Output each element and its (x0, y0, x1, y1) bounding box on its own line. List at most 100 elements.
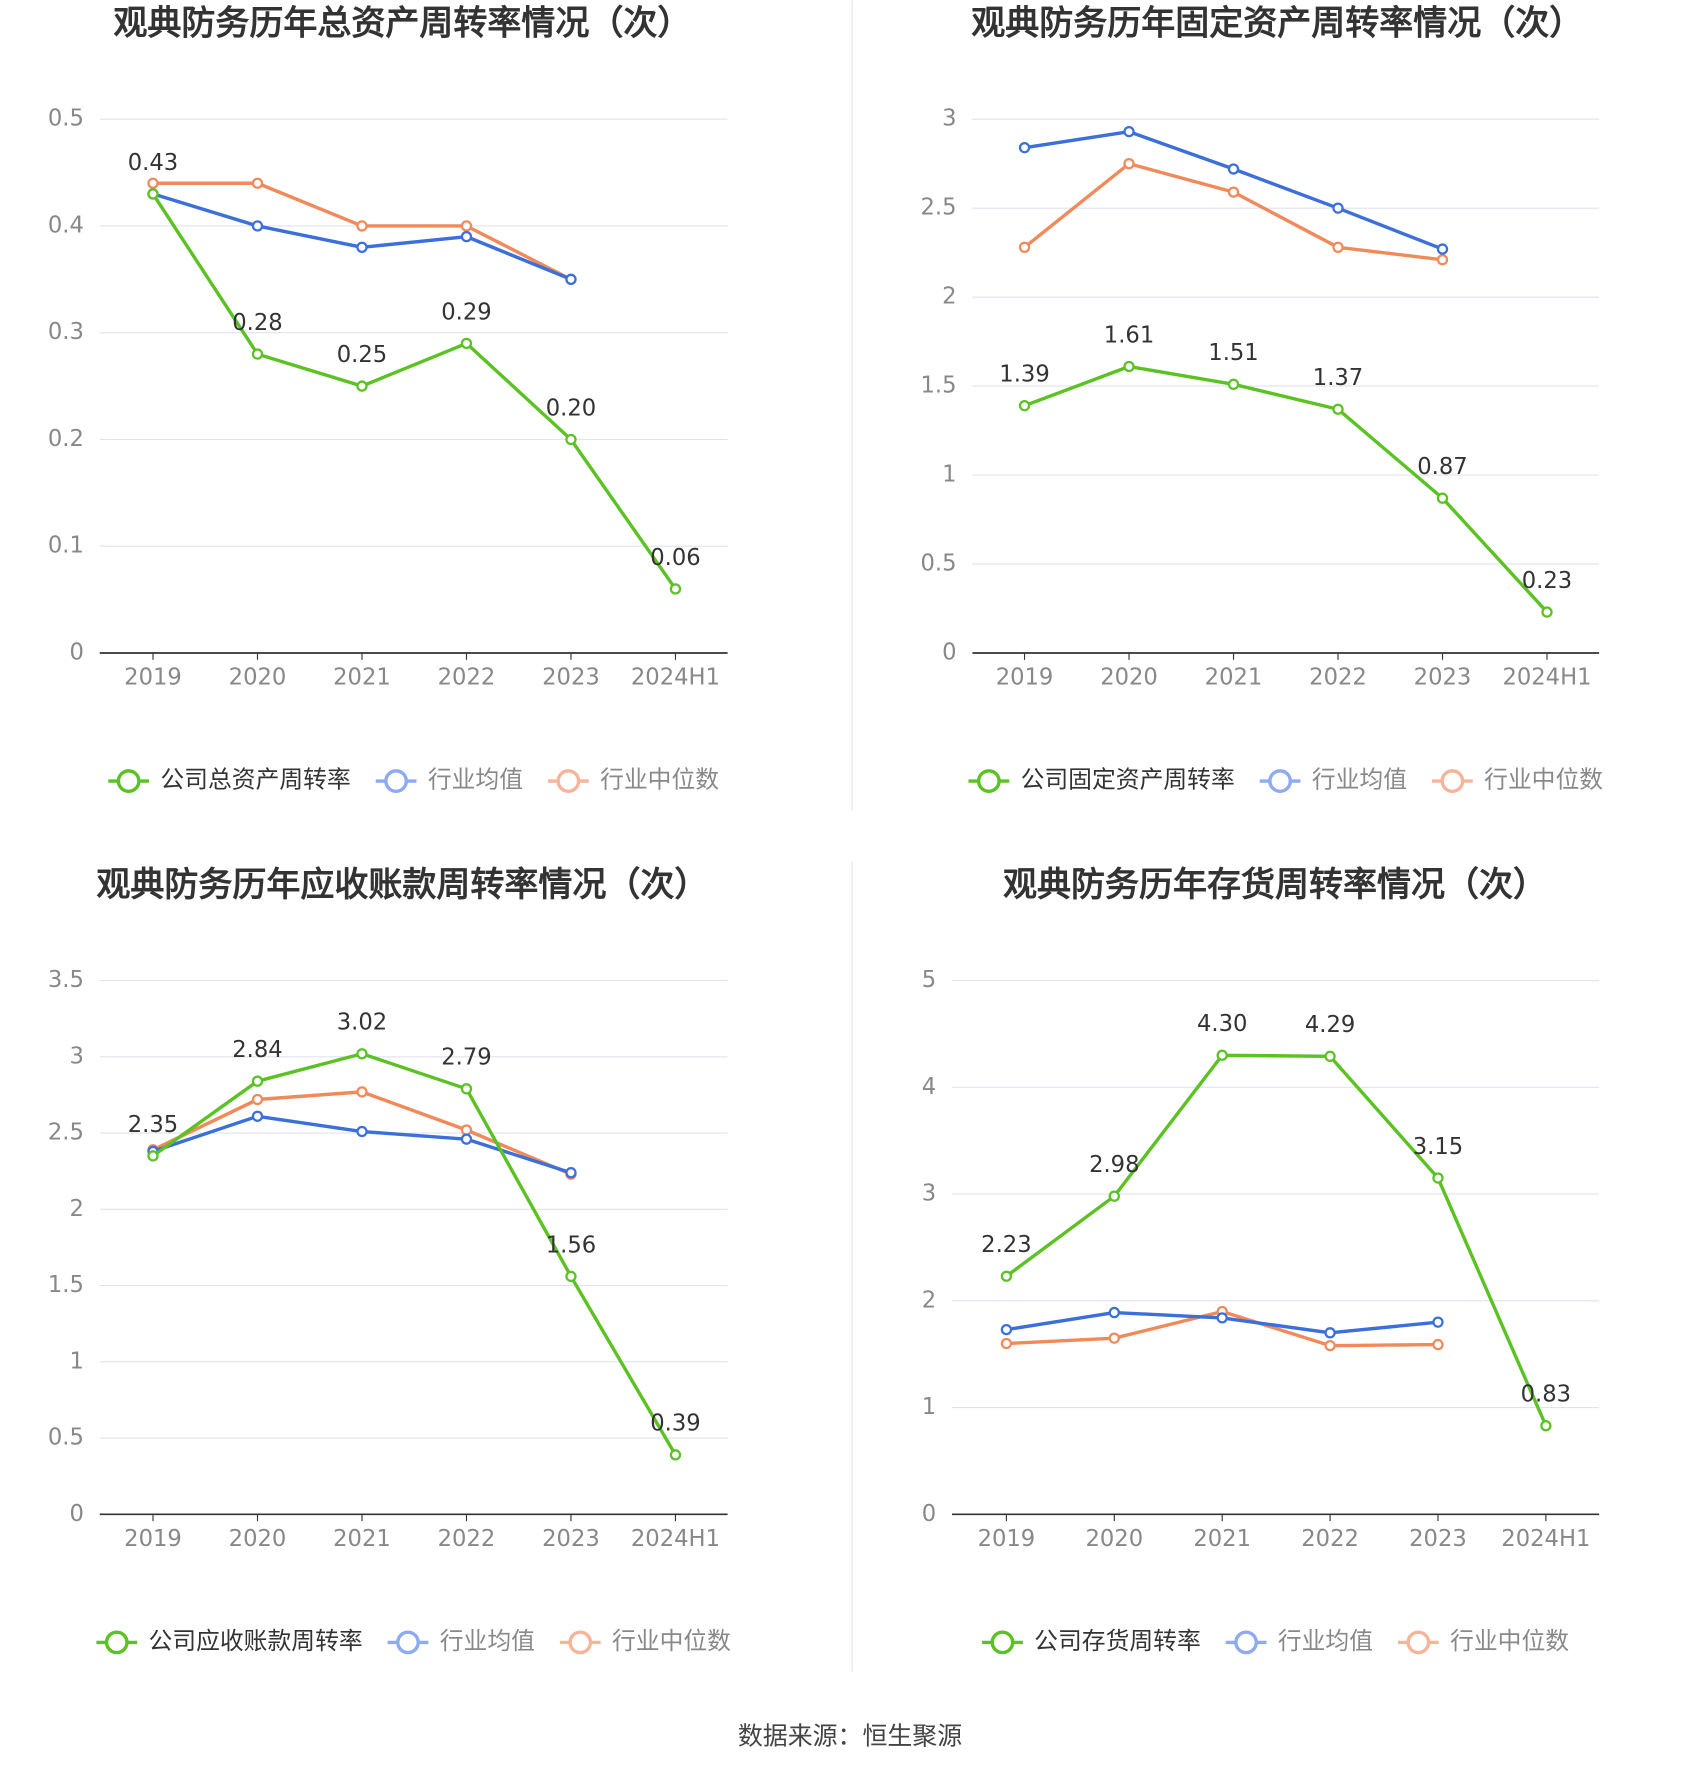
chart-title: 观典防务历年应收账款周转率情况（次） (96, 865, 708, 905)
data-point (460, 337, 473, 350)
data-point (356, 380, 368, 392)
data-point (1123, 158, 1135, 170)
legend-icon-marker (976, 769, 1001, 793)
data-label: 0.23 (1522, 568, 1572, 594)
data-point (1541, 606, 1553, 618)
x-tick-label: 2021 (1205, 664, 1263, 690)
chart-title: 观典防务历年存货周转率情况（次） (1003, 865, 1547, 905)
data-label: 0.28 (232, 310, 282, 336)
data-point (565, 433, 577, 446)
x-tick-label: 2022 (438, 1526, 496, 1552)
y-tick-label: 0.5 (48, 1425, 84, 1451)
data-point (1000, 1270, 1013, 1282)
data-point (356, 1048, 368, 1060)
x-tick-label: 2019 (978, 1526, 1036, 1552)
data-point (565, 1270, 577, 1283)
data-point (460, 1124, 473, 1136)
y-tick-label: 2 (69, 1196, 83, 1222)
data-point (251, 348, 264, 360)
data-point (1436, 492, 1449, 504)
legend-icon-marker (1440, 769, 1465, 793)
data-point (1436, 243, 1449, 255)
data-point (356, 241, 368, 253)
y-tick-label: 0 (942, 640, 956, 666)
data-label: 4.29 (1305, 1012, 1355, 1038)
data-label: 0.87 (1417, 454, 1467, 480)
x-tick-label: 2024H1 (631, 1526, 720, 1552)
data-label: 0.83 (1521, 1382, 1571, 1408)
data-point (1332, 202, 1344, 214)
x-tick-label: 2019 (996, 664, 1054, 690)
y-tick-label: 1 (942, 462, 956, 488)
legend-icon-marker (1406, 1630, 1431, 1655)
x-tick-label: 2023 (1409, 1526, 1467, 1552)
legend-label: 公司固定资产周转率 (1021, 766, 1235, 794)
y-tick-label: 2 (942, 284, 956, 310)
series-line (1023, 161, 1443, 262)
legend-label: 行业中位数 (1484, 766, 1603, 794)
data-point (669, 1449, 682, 1461)
legend-label: 行业均值 (428, 766, 523, 794)
data-label: 0.43 (128, 150, 178, 176)
series-line (151, 193, 677, 590)
data-point (356, 1125, 368, 1138)
data-label: 0.39 (650, 1411, 700, 1437)
y-tick-label: 3 (922, 1181, 936, 1207)
legend-icon-marker (556, 769, 581, 793)
data-point (356, 220, 368, 232)
data-label: 0.06 (650, 545, 700, 571)
legend: 公司总资产周转率 行业均值 行业中位数 (108, 766, 719, 794)
legend-item: 公司存货周转率 (982, 1627, 1201, 1655)
x-tick-label: 2022 (1301, 1526, 1359, 1552)
y-tick-label: 0.1 (48, 533, 84, 559)
y-tick-label: 1.5 (48, 1272, 84, 1298)
data-label: 1.56 (546, 1232, 596, 1258)
legend-label: 公司总资产周转率 (160, 766, 350, 794)
data-point (669, 583, 682, 595)
legend: 公司固定资产周转率 行业均值 行业中位数 (968, 766, 1603, 794)
legend-icon-marker (1234, 1630, 1259, 1655)
legend-item: 公司应收账款周转率 (96, 1627, 363, 1655)
y-tick-label: 0 (69, 640, 83, 666)
legend-icon-marker (1268, 769, 1293, 793)
data-label: 1.51 (1208, 340, 1258, 366)
x-tick-label: 2022 (438, 664, 496, 690)
y-tick-label: 0 (922, 1501, 936, 1527)
data-point (356, 1086, 368, 1098)
y-tick-label: 5 (922, 967, 936, 993)
y-tick-label: 3.5 (48, 967, 84, 993)
legend-label: 行业中位数 (612, 1627, 731, 1655)
data-label: 0.29 (441, 299, 491, 325)
data-point (1324, 1339, 1336, 1352)
data-point (1123, 125, 1135, 138)
legend-item: 行业均值 (387, 1627, 535, 1655)
y-tick-label: 2.5 (48, 1120, 84, 1146)
y-tick-label: 1 (69, 1348, 83, 1374)
legend-icon-marker (568, 1630, 593, 1655)
data-point (251, 1093, 264, 1106)
data-point (251, 1075, 264, 1087)
y-tick-label: 2 (922, 1287, 936, 1313)
data-point (1108, 1332, 1120, 1344)
x-tick-label: 2019 (124, 664, 182, 690)
data-point (1216, 1312, 1228, 1324)
x-tick-label: 2024H1 (1501, 1526, 1590, 1552)
data-point (460, 220, 473, 232)
legend: 公司应收账款周转率 行业均值 行业中位数 (96, 1627, 731, 1655)
legend-item: 公司总资产周转率 (108, 766, 351, 794)
data-label: 1.37 (1313, 365, 1363, 391)
y-tick-label: 3 (69, 1043, 83, 1069)
legend-item: 行业中位数 (1431, 766, 1603, 794)
data-label: 1.61 (1104, 322, 1154, 348)
y-tick-label: 0 (69, 1501, 83, 1527)
data-point (1432, 1338, 1444, 1351)
x-tick-label: 2023 (1414, 664, 1472, 690)
data-point (147, 1150, 159, 1162)
x-tick-label: 2019 (124, 1526, 182, 1552)
y-tick-label: 1 (922, 1394, 936, 1420)
data-point (1216, 1049, 1228, 1061)
data-point (251, 1110, 264, 1122)
data-point (1332, 241, 1344, 253)
data-label: 0.25 (337, 342, 387, 368)
series-line (152, 192, 572, 281)
